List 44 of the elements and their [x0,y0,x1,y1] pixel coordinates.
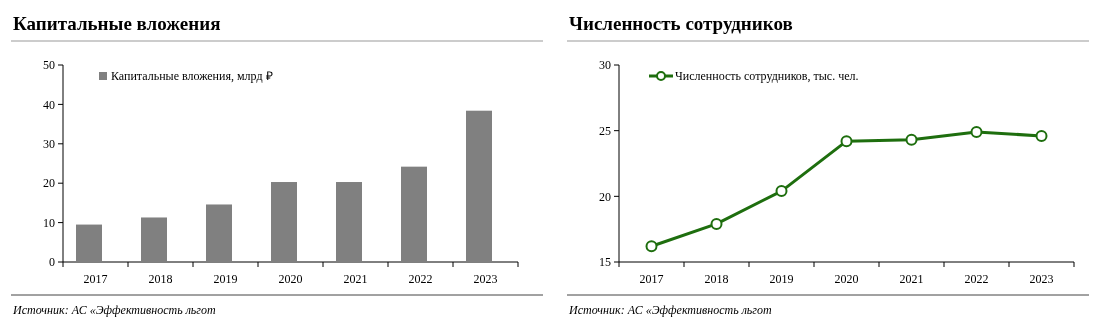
y-tick-label: 10 [43,215,55,230]
bar [76,224,102,262]
x-tick-label: 2021 [343,272,368,286]
x-tick-label: 2022 [964,272,989,286]
x-tick-label: 2019 [213,272,238,286]
bar [141,217,167,262]
x-tick-label: 2018 [704,272,729,286]
bar [466,110,492,262]
x-tick-label: 2021 [899,272,924,286]
x-tick-label: 2023 [1029,272,1054,286]
y-tick-label: 20 [599,189,611,204]
point [970,125,983,138]
x-tick-label: 2020 [278,272,303,286]
y-tick-label: 30 [599,58,611,73]
x-tick-label: 2018 [148,272,173,286]
y-tick-label: 15 [599,255,611,270]
x-tick-label: 2020 [834,272,859,286]
legend-label: Численность сотрудников, тыс. чел. [675,69,859,84]
point [905,133,918,146]
y-tick-label: 20 [43,176,55,191]
y-tick-label: 30 [43,137,55,151]
x-tick-label: 2022 [408,272,433,286]
chart-title: Капитальные вложения [13,13,221,34]
text: Источник: АС «Эффективность льгот [12,303,216,317]
x-tick-label: 2017 [83,272,108,286]
point [775,185,788,198]
x-tick-label: 2019 [769,272,794,286]
text: Источник: АС «Эффективность льгот [568,303,772,317]
y-tick-label: 40 [43,97,55,112]
point [710,217,723,230]
point [840,135,853,148]
legend-label: Капитальные вложения, млрд ₽ [111,69,273,84]
bar [336,182,362,262]
point [1035,129,1048,142]
y-tick-label: 50 [43,58,55,73]
point [645,240,658,253]
bar [206,204,232,262]
y-tick-label: 25 [599,123,611,138]
y-tick-label: 0 [49,255,55,270]
bar [401,166,427,262]
x-tick-label: 2023 [473,272,498,286]
bar [271,182,297,262]
chart-title: Численность сотрудников [569,13,793,34]
x-tick-label: 2017 [639,272,664,286]
